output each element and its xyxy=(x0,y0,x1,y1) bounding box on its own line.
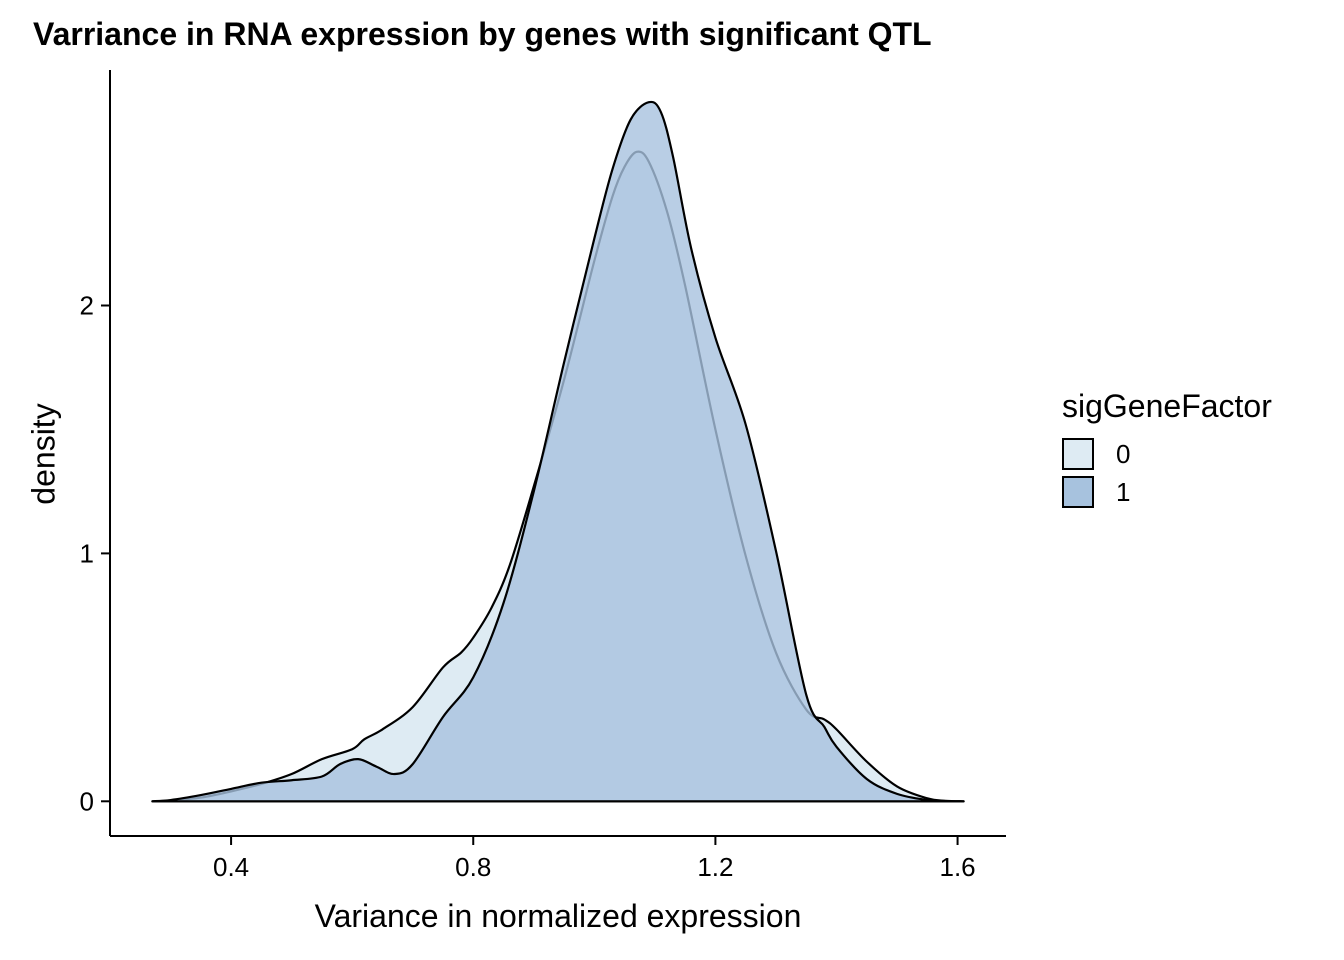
legend: sigGeneFactor 0 1 xyxy=(1062,388,1272,511)
x-tick-label-0: 0.4 xyxy=(213,852,249,882)
axes: 0.4 0.8 1.2 1.6 0 1 2 xyxy=(80,70,1006,882)
x-tick-label-1: 0.8 xyxy=(455,852,491,882)
legend-title: sigGeneFactor xyxy=(1062,388,1272,424)
density-area-1 xyxy=(151,100,965,803)
x-tick-label-2: 1.2 xyxy=(697,852,733,882)
y-tick-label-0: 0 xyxy=(80,786,94,816)
y-axis-title: density xyxy=(25,403,62,505)
y-tick-label-1: 1 xyxy=(80,538,94,568)
legend-label-0: 0 xyxy=(1116,438,1131,469)
legend-item-1: 1 xyxy=(1062,473,1272,511)
legend-key-0 xyxy=(1062,438,1094,470)
x-axis-title: Variance in normalized expression xyxy=(314,898,802,934)
density-areas xyxy=(151,100,965,803)
chart-title: Varriance in RNA expression by genes wit… xyxy=(33,16,932,52)
x-tick-label-3: 1.6 xyxy=(939,852,975,882)
y-tick-label-2: 2 xyxy=(80,291,94,321)
legend-label-1: 1 xyxy=(1116,476,1131,507)
legend-key-1 xyxy=(1062,476,1094,508)
legend-item-0: 0 xyxy=(1062,435,1272,473)
